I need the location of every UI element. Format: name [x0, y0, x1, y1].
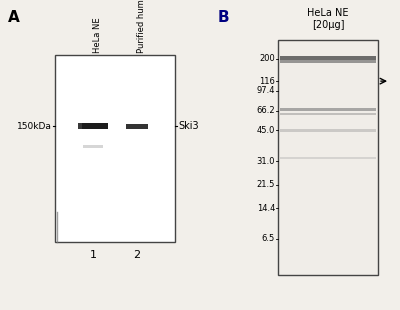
Bar — [280, 55, 376, 60]
Text: HeLa NE: HeLa NE — [94, 17, 102, 53]
Bar — [280, 108, 376, 111]
Text: Ski3: Ski3 — [178, 121, 199, 131]
Text: 6.5: 6.5 — [262, 234, 275, 243]
Text: Purified human SKI complex: Purified human SKI complex — [137, 0, 146, 53]
Text: 1: 1 — [90, 250, 97, 260]
Text: A: A — [8, 10, 20, 25]
Text: 21.5: 21.5 — [257, 180, 275, 189]
Bar — [78, 123, 82, 129]
Bar — [278, 40, 378, 275]
Bar — [280, 60, 376, 63]
Text: B: B — [218, 10, 230, 25]
Text: 45.0: 45.0 — [257, 126, 275, 135]
Text: 116: 116 — [259, 77, 275, 86]
Text: 14.4: 14.4 — [257, 204, 275, 213]
Text: 200: 200 — [259, 54, 275, 63]
Text: 2: 2 — [133, 250, 140, 260]
Bar — [280, 113, 376, 115]
Text: 97.4: 97.4 — [256, 86, 275, 95]
Bar — [84, 145, 103, 148]
Bar — [280, 129, 376, 132]
Text: 31.0: 31.0 — [256, 157, 275, 166]
Bar — [55, 55, 175, 242]
Text: 150kDa: 150kDa — [17, 122, 52, 131]
Bar — [280, 157, 376, 158]
Text: HeLa NE
[20μg]: HeLa NE [20μg] — [307, 8, 349, 29]
Bar — [78, 123, 108, 129]
Text: 66.2: 66.2 — [256, 106, 275, 115]
Bar — [126, 124, 148, 129]
